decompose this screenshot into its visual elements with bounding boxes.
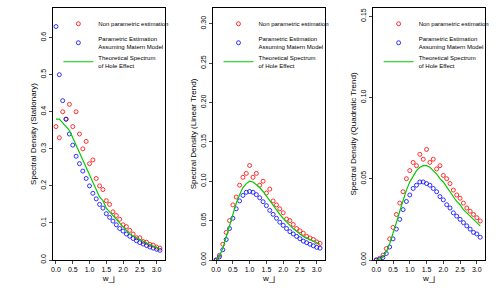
svg-text:3.0: 3.0 [472, 266, 482, 273]
svg-text:0.15: 0.15 [360, 8, 367, 22]
svg-text:0.2: 0.2 [40, 180, 47, 190]
svg-text:2.5: 2.5 [295, 266, 305, 273]
svg-text:0.25: 0.25 [200, 55, 207, 69]
svg-text:0.0: 0.0 [51, 266, 61, 273]
svg-text:Theoretical Spectrumof Hole Ef: Theoretical Spectrumof Hole Effect [419, 55, 476, 69]
svg-text:0.6: 0.6 [40, 32, 47, 42]
svg-text:Non parametric estimation: Non parametric estimation [258, 21, 328, 27]
svg-text:2.5: 2.5 [135, 266, 145, 273]
svg-text:w_j: w_j [422, 274, 435, 283]
svg-text:1.5: 1.5 [101, 266, 111, 273]
svg-text:0.5: 0.5 [68, 266, 78, 273]
svg-text:0.00: 0.00 [200, 252, 207, 266]
svg-text:0.15: 0.15 [200, 134, 207, 148]
svg-text:Parametric EstimationAssuming: Parametric EstimationAssuming Matern Mod… [419, 36, 484, 50]
svg-text:3.0: 3.0 [312, 266, 322, 273]
svg-text:0.05: 0.05 [200, 213, 207, 227]
svg-text:Non parametric estimation: Non parametric estimation [419, 21, 489, 27]
svg-text:2.0: 2.0 [278, 266, 288, 273]
svg-text:0.10: 0.10 [200, 173, 207, 187]
svg-text:2.5: 2.5 [455, 266, 465, 273]
svg-text:1.0: 1.0 [405, 266, 415, 273]
svg-text:Theoretical Spectrumof Hole Ef: Theoretical Spectrumof Hole Effect [258, 55, 315, 69]
svg-text:Spectral Density (Stationary): Spectral Density (Stationary) [29, 83, 38, 185]
svg-text:Parametric EstimationAssuming: Parametric EstimationAssuming Matern Mod… [98, 36, 163, 50]
svg-text:Spectral Density (Linear Trend: Spectral Density (Linear Trend) [189, 78, 198, 189]
svg-text:0.5: 0.5 [228, 266, 238, 273]
svg-text:1.5: 1.5 [422, 266, 432, 273]
svg-text:Parametric EstimationAssuming: Parametric EstimationAssuming Matern Mod… [258, 36, 323, 50]
svg-text:0.00: 0.00 [360, 252, 367, 266]
svg-text:Theoretical Spectrumof Hole Ef: Theoretical Spectrumof Hole Effect [98, 55, 155, 69]
svg-text:0.30: 0.30 [200, 16, 207, 30]
svg-text:0.0: 0.0 [40, 254, 47, 264]
svg-text:2.0: 2.0 [118, 266, 128, 273]
svg-text:0.10: 0.10 [360, 89, 367, 103]
svg-text:w_j: w_j [262, 274, 275, 283]
svg-text:0.0: 0.0 [211, 266, 221, 273]
svg-text:0.5: 0.5 [40, 69, 47, 79]
svg-text:0.3: 0.3 [40, 143, 47, 153]
svg-text:0.5: 0.5 [388, 266, 398, 273]
svg-text:3.0: 3.0 [152, 266, 162, 273]
svg-text:0.1: 0.1 [40, 217, 47, 227]
svg-text:0.20: 0.20 [200, 95, 207, 109]
svg-text:1.5: 1.5 [262, 266, 272, 273]
svg-text:1.0: 1.0 [85, 266, 95, 273]
svg-text:0.05: 0.05 [360, 171, 367, 185]
svg-text:2.0: 2.0 [438, 266, 448, 273]
svg-text:Spectral Density (Quadratic Tr: Spectral Density (Quadratic Trend) [349, 72, 358, 195]
svg-text:0.4: 0.4 [40, 106, 47, 116]
svg-text:1.0: 1.0 [245, 266, 255, 273]
svg-text:Non parametric estimation: Non parametric estimation [98, 21, 168, 27]
svg-text:w_j: w_j [102, 274, 115, 283]
svg-text:0.0: 0.0 [371, 266, 381, 273]
